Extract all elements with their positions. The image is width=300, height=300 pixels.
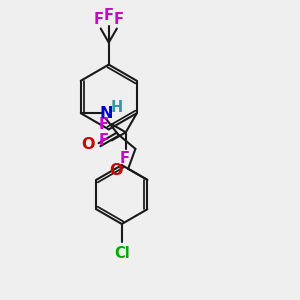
Text: F: F [94, 12, 103, 27]
Text: O: O [82, 137, 95, 152]
Text: F: F [104, 8, 114, 23]
Text: Cl: Cl [114, 246, 130, 261]
Text: F: F [114, 12, 124, 27]
Text: N: N [99, 106, 112, 121]
Text: O: O [110, 163, 123, 178]
Text: F: F [119, 152, 129, 166]
Text: F: F [99, 133, 109, 148]
Text: F: F [99, 117, 109, 132]
Text: H: H [111, 100, 123, 116]
